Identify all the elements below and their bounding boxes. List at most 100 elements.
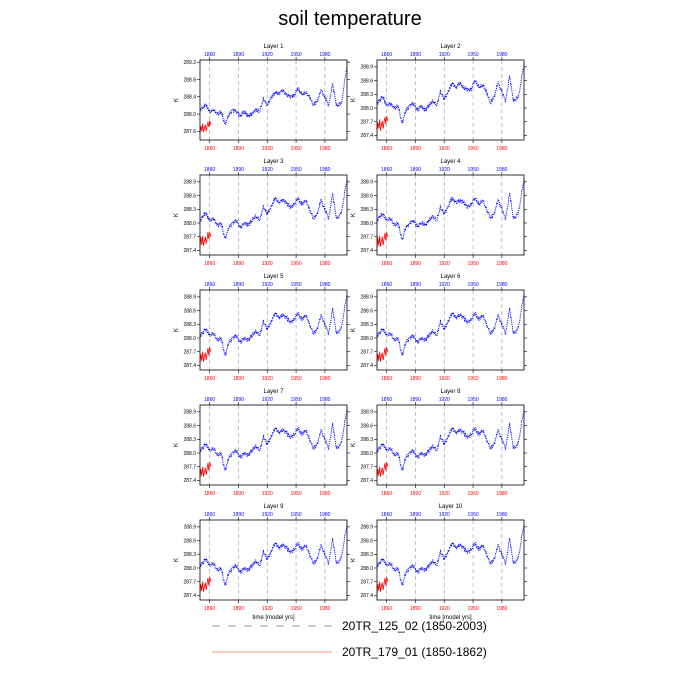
layer-1-frame xyxy=(199,59,348,141)
layer-8-y-tick-label: 287.4 xyxy=(360,478,373,484)
layer-2-series-run-a xyxy=(376,63,525,124)
layer-8-frame xyxy=(376,404,525,486)
legend-item-run-b: 20TR_179_01 (1850-1862) xyxy=(212,644,487,660)
layer-9-bottom-tick-label: 1980 xyxy=(319,606,330,612)
layer-2-series-run-b xyxy=(376,116,388,131)
layer-7-y-tick-label: 288.0 xyxy=(183,451,196,457)
layer-6-title: Layer 6 xyxy=(440,274,461,280)
layer-1-series-run-b xyxy=(199,120,211,134)
legend-swatch-solid xyxy=(212,651,332,653)
layer-8-bottom-tick-label: 1980 xyxy=(496,491,507,497)
layer-6-y-tick-label: 288.6 xyxy=(360,308,373,314)
layer-1-top-tick-label: 1980 xyxy=(319,52,330,58)
layer-5-title: Layer 5 xyxy=(263,274,284,280)
layer-8-y-tick-label: 288.6 xyxy=(360,423,373,429)
layer-3-top-tick-label: 1950 xyxy=(291,167,302,173)
layer-1-y-tick-label: 288.4 xyxy=(183,95,196,101)
layer-3-bottom-tick-label: 1980 xyxy=(319,261,330,267)
layer-3-y-tick-label: 287.4 xyxy=(183,248,196,254)
layer-8-bottom-tick-label: 1860 xyxy=(381,491,392,497)
layer-8-y-tick-label: 288.9 xyxy=(360,410,373,416)
layer-9-bottom-tick-label: 1920 xyxy=(262,606,273,612)
layer-7-bottom-tick-label: 1980 xyxy=(319,491,330,497)
layer-9-ylabel: K xyxy=(174,558,180,562)
layer-9-y-tick-label: 288.0 xyxy=(183,566,196,572)
layer-6-top-tick-label: 1860 xyxy=(381,282,392,288)
layer-10-top-tick-label: 1860 xyxy=(381,512,392,518)
layer-1-bottom-tick-label: 1980 xyxy=(319,146,330,152)
layer-10-top-tick-label: 1980 xyxy=(496,512,507,518)
layer-7-top-tick-label: 1980 xyxy=(319,397,330,403)
layer-7-y-tick-label: 288.3 xyxy=(183,437,196,443)
layer-2-y-tick-label: 288.9 xyxy=(360,65,373,71)
layer-4-top-tick-label: 1860 xyxy=(381,167,392,173)
layer-1-top-tick-label: 1920 xyxy=(262,52,273,58)
layer-3-y-tick-label: 288.6 xyxy=(183,193,196,199)
layer-9-y-tick-label: 287.7 xyxy=(183,580,196,586)
layer-2-bottom-tick-label: 1920 xyxy=(439,146,450,152)
layer-2-top-tick-label: 1920 xyxy=(439,52,450,58)
layer-10-y-tick-label: 288.0 xyxy=(360,566,373,572)
layer-4-y-tick-label: 288.3 xyxy=(360,207,373,213)
layer-5-series-run-a xyxy=(199,293,348,356)
layer-3-top-tick-label: 1980 xyxy=(319,167,330,173)
layer-8-y-tick-label: 287.7 xyxy=(360,465,373,471)
layer-1-ylabel: K xyxy=(174,98,180,102)
layer-7-y-tick-label: 288.6 xyxy=(183,423,196,429)
layer-10-frame xyxy=(376,519,525,601)
layer-6-y-tick-label: 288.9 xyxy=(360,295,373,301)
layer-2-frame xyxy=(376,59,525,141)
layer-3-series-run-a xyxy=(199,178,348,239)
layer-2-top-tick-label: 1980 xyxy=(496,52,507,58)
layer-3-bottom-tick-label: 1950 xyxy=(291,261,302,267)
layer-5-ylabel: K xyxy=(174,328,180,332)
layer-3-bottom-tick-label: 1890 xyxy=(233,261,244,267)
layer-2-y-tick-label: 288.3 xyxy=(360,92,373,98)
layer-6-top-tick-label: 1980 xyxy=(496,282,507,288)
layer-2-y-tick-label: 288.6 xyxy=(360,78,373,84)
layer-7-bottom-tick-label: 1950 xyxy=(291,491,302,497)
layer-6-bottom-tick-label: 1920 xyxy=(439,376,450,382)
layer-8-top-tick-label: 1860 xyxy=(381,397,392,403)
layer-6-frame xyxy=(376,289,525,371)
layer-2-y-tick-label: 287.4 xyxy=(360,133,373,139)
layer-7-bottom-tick-label: 1920 xyxy=(262,491,273,497)
layer-6-y-tick-label: 287.4 xyxy=(360,363,373,369)
layer-10-bottom-tick-label: 1860 xyxy=(381,606,392,612)
layer-10-xlabel: time [model yrs] xyxy=(429,615,472,621)
layer-5-bottom-tick-label: 1890 xyxy=(233,376,244,382)
legend-item-run-a: 20TR_125_02 (1850-2003) xyxy=(212,618,487,634)
layer-1-series-run-a xyxy=(199,65,348,125)
layer-8-y-tick-label: 288.0 xyxy=(360,451,373,457)
layer-10-bottom-tick-label: 1950 xyxy=(468,606,479,612)
layer-9-top-tick-label: 1920 xyxy=(262,512,273,518)
layer-6-series-run-a xyxy=(376,293,525,356)
layer-1-bottom-tick-label: 1890 xyxy=(233,146,244,152)
layer-3-bottom-tick-label: 1920 xyxy=(262,261,273,267)
page-title: soil temperature xyxy=(278,8,422,30)
layer-2-top-tick-label: 1860 xyxy=(381,52,392,58)
layer-2-top-tick-label: 1950 xyxy=(468,52,479,58)
layer-5-top-tick-label: 1950 xyxy=(291,282,302,288)
layer-1-y-tick-label: 289.2 xyxy=(183,60,196,66)
layer-7-y-tick-label: 287.7 xyxy=(183,465,196,471)
layer-7-y-tick-label: 288.9 xyxy=(183,410,196,416)
layer-2-top-tick-label: 1890 xyxy=(410,52,421,58)
layer-7-series-run-b xyxy=(199,462,211,479)
layer-6-bottom-tick-label: 1890 xyxy=(410,376,421,382)
layer-8-y-tick-label: 288.3 xyxy=(360,437,373,443)
layer-5-top-tick-label: 1860 xyxy=(204,282,215,288)
layer-5-top-tick-label: 1980 xyxy=(319,282,330,288)
layer-8-bottom-tick-label: 1890 xyxy=(410,491,421,497)
layer-3-ylabel: K xyxy=(174,213,180,217)
layer-10-bottom-tick-label: 1920 xyxy=(439,606,450,612)
layer-5-series-run-b xyxy=(199,347,211,364)
layer-4-y-tick-label: 287.7 xyxy=(360,235,373,241)
layer-1-top-tick-label: 1860 xyxy=(204,52,215,58)
layer-10-y-tick-label: 288.9 xyxy=(360,525,373,531)
layer-5-top-tick-label: 1920 xyxy=(262,282,273,288)
layer-5-y-tick-label: 288.6 xyxy=(183,308,196,314)
layer-1-bottom-tick-label: 1860 xyxy=(204,146,215,152)
layer-6-bottom-tick-label: 1860 xyxy=(381,376,392,382)
layer-10-y-tick-label: 287.7 xyxy=(360,580,373,586)
